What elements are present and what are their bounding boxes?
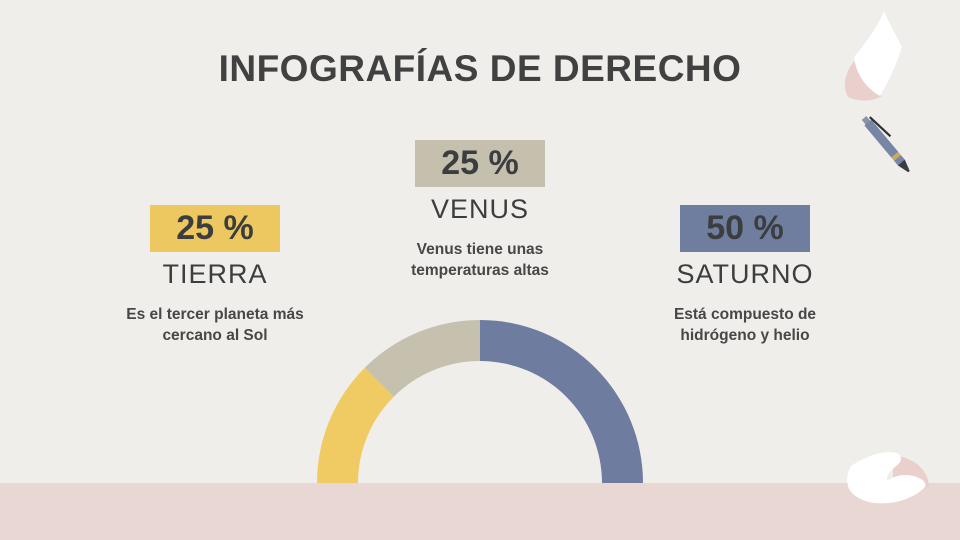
percent-badge-venus: 25 %: [415, 140, 545, 187]
stat-block-venus: 25 % VENUS Venus tiene unas temperaturas…: [370, 140, 590, 281]
gauge-segment-tierra: [317, 367, 394, 483]
stat-description-venus: Venus tiene unas temperaturas altas: [411, 241, 549, 279]
stat-name-venus: VENUS: [430, 194, 530, 224]
pen-icon: [861, 116, 910, 173]
stat-description-saturno: Está compuesto de hidrógeno y helio: [673, 306, 817, 344]
stat-description-tierra: Es el tercer planeta más cercano al Sol: [126, 306, 304, 344]
slide-title: INFOGRAFÍAS DE DERECHO: [218, 48, 742, 89]
semicircle-donut-chart: [317, 320, 643, 483]
stat-name-tierra: TIERRA: [162, 259, 268, 289]
stat-block-tierra: 25 % TIERRA Es el tercer planeta más cer…: [105, 205, 325, 346]
paper-sheet-icon: [844, 11, 902, 101]
gauge-segment-saturno: [480, 320, 643, 483]
bottom-band: [0, 483, 960, 540]
gauge-segment-venus: [364, 320, 480, 397]
paper-sheet-icon: [847, 452, 929, 504]
percent-badge-saturno: 50 %: [680, 205, 810, 252]
paper-sheet: [854, 11, 902, 96]
stat-name-saturno: SATURNO: [676, 259, 814, 289]
stat-block-saturno: 50 % SATURNO Está compuesto de hidrógeno…: [635, 205, 855, 346]
percent-badge-tierra: 25 %: [150, 205, 280, 252]
paper-sheet: [847, 452, 926, 504]
